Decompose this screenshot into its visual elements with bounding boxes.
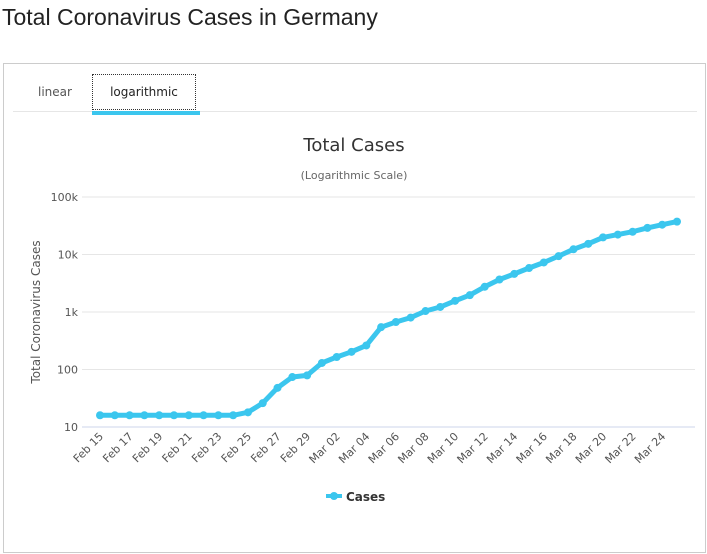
- data-point: [184, 411, 193, 420]
- x-tick-label: Mar 24: [632, 430, 668, 466]
- data-point: [525, 264, 534, 273]
- x-tick-label: Feb 25: [219, 430, 254, 465]
- data-point: [480, 282, 489, 291]
- data-point: [110, 411, 119, 420]
- active-tab-indicator: [92, 111, 200, 115]
- data-point: [421, 307, 430, 316]
- data-point: [169, 411, 178, 420]
- data-point: [273, 383, 282, 392]
- data-point: [347, 347, 356, 356]
- data-point: [125, 411, 134, 420]
- data-point: [214, 411, 223, 420]
- data-point: [673, 217, 681, 226]
- data-point: [584, 239, 593, 248]
- y-tick-label: 10: [64, 421, 78, 434]
- x-tick-label: Mar 06: [366, 430, 402, 466]
- x-tick-label: Mar 20: [573, 430, 609, 466]
- y-tick-label: 100: [57, 364, 78, 377]
- page-title: Total Coronavirus Cases in Germany: [2, 4, 378, 30]
- y-tick-label: 1k: [65, 306, 79, 319]
- data-point: [495, 275, 504, 284]
- x-tick-label: Feb 23: [189, 430, 224, 465]
- data-point: [406, 313, 415, 322]
- data-point: [155, 411, 164, 420]
- data-point: [539, 258, 548, 267]
- x-tick-label: Feb 19: [130, 430, 165, 465]
- x-tick-label: Feb 29: [278, 430, 313, 465]
- x-tick-label: Mar 08: [395, 430, 431, 466]
- legend-marker: [330, 492, 338, 500]
- legend[interactable]: Cases: [326, 490, 385, 504]
- x-tick-label: Feb 17: [100, 430, 135, 465]
- data-point: [258, 399, 267, 408]
- data-point: [465, 291, 474, 300]
- chart-title: Total Cases: [302, 135, 404, 156]
- data-point: [303, 371, 312, 380]
- x-tick-label: Mar 10: [425, 430, 461, 466]
- x-tick-label: Mar 16: [514, 430, 550, 466]
- x-tick-label: Feb 27: [248, 430, 283, 465]
- tab-divider: [13, 111, 697, 112]
- data-point: [658, 220, 667, 229]
- y-tick-label: 10k: [58, 249, 79, 262]
- data-point: [391, 318, 400, 327]
- x-tick-label: Mar 12: [455, 430, 491, 466]
- data-point: [613, 230, 622, 239]
- tab-linear[interactable]: linear: [38, 85, 72, 99]
- data-point: [288, 373, 297, 382]
- data-point: [628, 227, 637, 236]
- x-tick-label: Mar 14: [484, 430, 520, 466]
- data-point: [317, 358, 326, 367]
- data-point: [362, 341, 371, 350]
- x-tick-label: Mar 18: [543, 430, 579, 466]
- series-line: [97, 219, 680, 418]
- chart-subtitle: (Logarithmic Scale): [301, 169, 408, 182]
- x-tick-label: Feb 21: [160, 430, 195, 465]
- tab-logarithmic[interactable]: logarithmic: [92, 74, 196, 110]
- x-tick-label: Mar 02: [307, 430, 343, 466]
- data-point: [243, 408, 252, 417]
- legend-label[interactable]: Cases: [346, 490, 385, 504]
- data-point: [140, 411, 149, 420]
- data-point: [451, 296, 460, 305]
- x-tick-label: Mar 04: [336, 430, 372, 466]
- data-point: [599, 233, 608, 242]
- data-point: [229, 411, 238, 420]
- data-point: [332, 352, 341, 361]
- x-tick-label: Feb 15: [71, 430, 106, 465]
- y-axis-label: Total Coronavirus Cases: [29, 240, 43, 384]
- data-point: [377, 323, 386, 332]
- data-point: [436, 302, 445, 311]
- chart-panel: linear logarithmic: [3, 63, 706, 553]
- y-tick-label: 100k: [51, 191, 79, 204]
- data-point: [643, 223, 652, 232]
- data-point: [554, 252, 563, 261]
- data-point: [569, 245, 578, 254]
- data-point: [96, 411, 104, 420]
- data-point: [199, 411, 208, 420]
- x-tick-label: Mar 22: [602, 430, 638, 466]
- data-point: [510, 269, 519, 278]
